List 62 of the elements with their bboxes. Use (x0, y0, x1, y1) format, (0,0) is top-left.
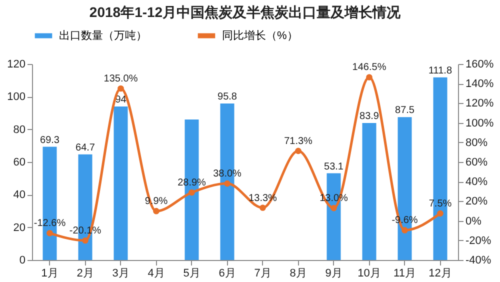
y2-tick-label: 40% (466, 176, 488, 188)
data-label: 13.0% (320, 193, 348, 204)
x-tick-label: 1月 (41, 268, 58, 280)
data-label: 111.8 (428, 65, 452, 76)
x-tick-label: 7月 (254, 268, 272, 280)
y2-tick-label: 160% (466, 58, 494, 70)
chart-title: 2018年1-12月中国焦炭及半焦炭出口量及增长情况 (89, 4, 402, 20)
legend-label: 同比增长（%） (222, 28, 298, 42)
point (188, 189, 195, 196)
point (224, 180, 230, 187)
point (82, 237, 88, 244)
y-tick-label: 80 (13, 124, 26, 136)
data-label: 64.7 (76, 142, 96, 154)
y-tick-label: 0 (19, 254, 26, 266)
y-tick-label: 60 (13, 156, 26, 168)
y-tick-label: 120 (7, 58, 26, 70)
y2-tick-label: 0% (466, 215, 482, 228)
point (402, 227, 408, 234)
x-tick-label: 11月 (394, 268, 416, 280)
y2-tick-label: -20% (466, 234, 492, 247)
data-label: 38.0% (213, 168, 242, 180)
data-label: 146.5% (352, 62, 386, 74)
data-label: 53.1 (324, 161, 344, 172)
x-tick-label: 8月 (290, 268, 307, 280)
point (437, 210, 444, 217)
y2-tick-label: 100% (466, 117, 494, 130)
legend-label: 出口数量（万吨） (59, 28, 147, 42)
data-label: 94 (115, 94, 127, 106)
y2-tick-label: 20% (466, 196, 488, 208)
data-label: 87.5 (395, 105, 415, 116)
y-tick-label: 40 (13, 189, 26, 202)
x-tick-label: 2月 (76, 268, 94, 280)
data-label: 135.0% (104, 74, 138, 84)
x-tick-label: 12月 (428, 268, 452, 280)
x-tick-label: 9月 (325, 268, 342, 280)
x-tick-label: 3月 (112, 268, 130, 280)
bar (114, 106, 128, 260)
data-label: 71.3% (284, 136, 313, 147)
y2-tick-label: 60% (466, 156, 488, 168)
data-label: 69.3 (40, 134, 60, 146)
bar (362, 122, 376, 260)
point (330, 204, 337, 212)
point (153, 208, 160, 214)
data-label: 83.9 (360, 110, 380, 122)
y-tick-label: 100 (7, 91, 26, 104)
point (295, 148, 302, 154)
x-tick-label: 4月 (148, 268, 165, 280)
y-tick-label: 20 (13, 222, 26, 234)
point (260, 204, 266, 211)
x-tick-label: 10月 (358, 268, 381, 280)
y2-tick-label: 140% (466, 78, 494, 90)
data-label: 28.9% (178, 177, 206, 188)
y2-tick-label: 120% (466, 98, 494, 110)
data-label: -9.6% (392, 215, 418, 226)
x-tick-label: 5月 (183, 268, 200, 280)
point (118, 85, 124, 92)
data-label: 95.8 (218, 92, 238, 103)
y2-tick-label: 80% (466, 136, 488, 149)
point (46, 230, 53, 236)
x-tick-label: 6月 (218, 268, 236, 280)
y2-tick-label: -40% (466, 254, 492, 266)
point (366, 74, 372, 80)
